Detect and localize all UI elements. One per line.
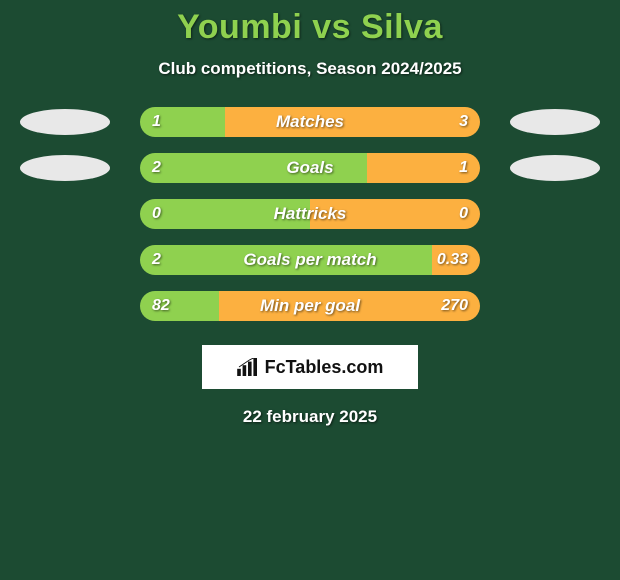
stat-bar: 13Matches	[140, 107, 480, 137]
stat-left-value: 2	[152, 153, 161, 183]
stat-left-value: 0	[152, 199, 161, 229]
bar-right-fill	[310, 199, 480, 229]
subtitle: Club competitions, Season 2024/2025	[0, 59, 620, 79]
right-placeholder	[510, 247, 600, 273]
left-placeholder	[20, 201, 110, 227]
stat-right-value: 1	[459, 153, 468, 183]
stat-left-value: 82	[152, 291, 170, 321]
logo-box[interactable]: FcTables.com	[202, 345, 418, 389]
page-title: Youmbi vs Silva	[0, 8, 620, 47]
left-club-badge	[20, 155, 110, 181]
stat-bar: 82270Min per goal	[140, 291, 480, 321]
right-club-badge	[510, 109, 600, 135]
left-placeholder	[20, 293, 110, 319]
stat-row: 82270Min per goal	[0, 291, 620, 321]
right-placeholder	[510, 201, 600, 227]
stat-right-value: 0	[459, 199, 468, 229]
stat-row: 00Hattricks	[0, 199, 620, 229]
left-placeholder	[20, 247, 110, 273]
stat-bar: 00Hattricks	[140, 199, 480, 229]
stat-right-value: 3	[459, 107, 468, 137]
right-placeholder	[510, 293, 600, 319]
stat-row: 20.33Goals per match	[0, 245, 620, 275]
stat-row: 13Matches	[0, 107, 620, 137]
date-label: 22 february 2025	[0, 407, 620, 427]
stat-right-value: 270	[441, 291, 468, 321]
bar-right-fill	[225, 107, 480, 137]
stat-rows: 13Matches21Goals00Hattricks20.33Goals pe…	[0, 107, 620, 321]
stat-bar: 21Goals	[140, 153, 480, 183]
logo-text: FcTables.com	[265, 357, 384, 378]
bar-left-fill	[140, 245, 432, 275]
bar-left-fill	[140, 153, 367, 183]
stat-row: 21Goals	[0, 153, 620, 183]
comparison-card: Youmbi vs Silva Club competitions, Seaso…	[0, 0, 620, 427]
bar-left-fill	[140, 199, 310, 229]
stat-bar: 20.33Goals per match	[140, 245, 480, 275]
bar-chart-icon	[237, 358, 259, 376]
right-club-badge	[510, 155, 600, 181]
stat-left-value: 2	[152, 245, 161, 275]
stat-right-value: 0.33	[437, 245, 468, 275]
stat-left-value: 1	[152, 107, 161, 137]
left-club-badge	[20, 109, 110, 135]
